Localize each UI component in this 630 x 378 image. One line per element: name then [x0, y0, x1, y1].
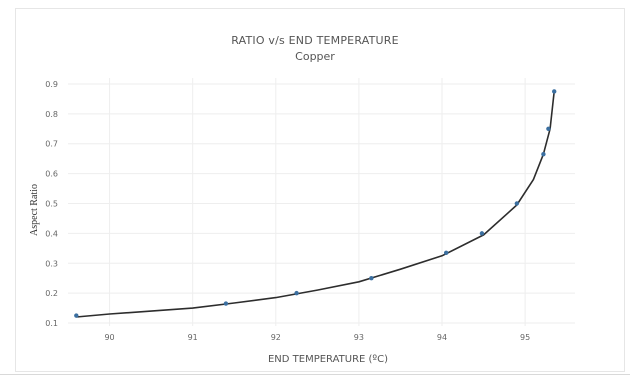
- data-point: [514, 201, 520, 206]
- y-tick-label: 0.6: [45, 170, 58, 179]
- y-tick-label: 0.9: [45, 80, 58, 89]
- chart-title: RATIO v/s END TEMPERATURE: [231, 34, 399, 47]
- fit-line: [76, 91, 555, 318]
- y-tick-label: 0.3: [45, 259, 58, 268]
- y-tick-label: 0.2: [45, 289, 58, 298]
- x-tick-label: 95: [520, 333, 530, 342]
- data-point: [479, 231, 485, 236]
- x-tick-label: 93: [354, 333, 364, 342]
- line-layer: [76, 91, 555, 318]
- y-axis-label: Aspect Ratio: [29, 184, 40, 236]
- y-tick-label: 0.7: [45, 140, 58, 149]
- y-tick-label: 0.5: [45, 199, 58, 208]
- y-tick-label: 0.1: [45, 319, 58, 328]
- x-tick-label: 90: [104, 333, 114, 342]
- bottom-divider: [0, 374, 630, 375]
- data-point: [552, 89, 557, 94]
- y-tick-label: 0.8: [45, 110, 58, 119]
- data-point: [541, 151, 546, 157]
- data-point: [74, 313, 79, 318]
- grid: [68, 78, 575, 326]
- x-tick-label: 91: [188, 333, 198, 342]
- data-point: [369, 275, 374, 281]
- data-point: [223, 301, 229, 306]
- x-tick-label: 94: [437, 333, 447, 342]
- data-point: [443, 250, 449, 255]
- x-axis-label: END TEMPERATURE (ºC): [268, 354, 388, 365]
- data-point: [546, 126, 551, 131]
- y-tick-label: 0.4: [45, 229, 58, 238]
- point-layer: [74, 89, 557, 318]
- x-tick-label: 92: [271, 333, 281, 342]
- data-point: [294, 290, 299, 296]
- tick-layer: 0.1 0.2 0.3 0.4 0.5 0.6 0.7 0.8 0.9 90 91 92 93 94 95: [45, 80, 530, 342]
- chart-frame: [15, 8, 625, 372]
- chart-subtitle: Copper: [295, 50, 335, 63]
